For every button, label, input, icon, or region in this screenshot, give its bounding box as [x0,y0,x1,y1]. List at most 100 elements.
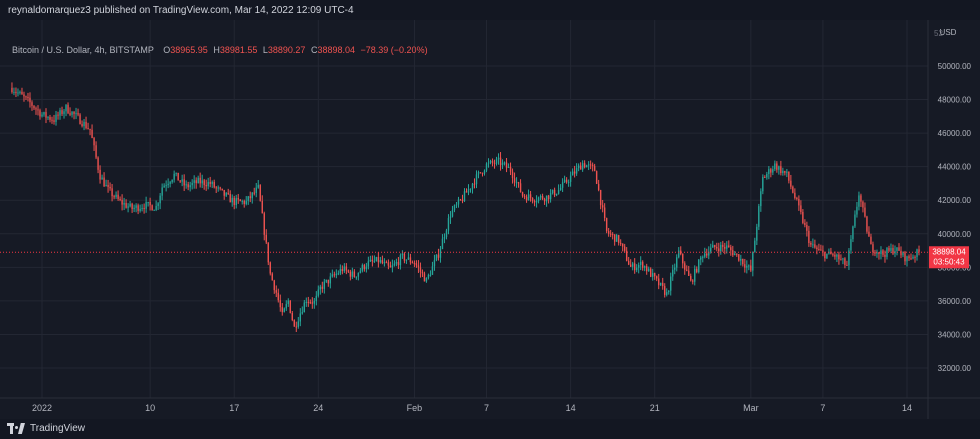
candle-body [301,312,304,314]
candle-body [285,304,287,309]
candle-body [13,91,15,93]
candle-body [311,302,314,304]
candle-body [69,113,71,115]
candle-body [183,179,185,186]
candle-body [115,194,117,197]
candle-body [191,182,193,186]
candle-body [491,160,494,163]
candle-body [904,252,906,262]
candle-body [393,263,396,266]
price-tick-label: 48000.00 [938,96,972,105]
candle-body [361,265,364,271]
candle-body [656,276,658,279]
candle-body [269,262,271,274]
candle-body [263,213,265,235]
candle-body [277,292,279,301]
time-tick-label: 17 [229,403,239,413]
candle-body [313,300,316,304]
candle-body [768,169,770,174]
candle-body [477,172,480,175]
candlestick-chart[interactable]: 32000.0034000.0036000.0038000.0040000.00… [0,20,980,419]
candle-body [892,248,894,254]
time-tick-label: 14 [566,403,576,413]
candle-body [822,250,824,253]
candle-body [826,253,828,259]
candle-body [151,205,153,211]
candle-body [485,163,488,171]
candle-body [71,111,73,115]
candle-body [383,262,386,264]
candle-body [583,163,586,168]
candle-body [73,111,75,114]
candle-body [844,258,846,265]
candle-body [820,249,822,251]
candle-body [565,179,568,183]
candle-body [195,180,197,184]
candle-body [798,198,800,206]
candle-body [738,254,740,261]
candle-body [273,280,275,291]
grid [0,20,980,419]
candle-body [167,183,169,186]
candle-body [784,170,786,173]
candle-body [175,172,177,174]
candle-body [577,165,580,169]
price-tick-label: 44000.00 [938,163,972,172]
candle-body [886,248,888,257]
candle-body [355,276,358,278]
candle-body [321,286,324,289]
candle-body [289,300,291,314]
candle-body [862,201,864,208]
last-price-label: 38898.04 [932,247,966,256]
candle-body [750,265,752,271]
candle-body [403,253,406,261]
candle-body [41,114,43,117]
candle-body [742,258,744,265]
candle-body [810,242,812,245]
price-tick-label: 42000.00 [938,196,972,205]
candle-body [329,276,332,284]
currency-label[interactable]: USD [940,28,957,37]
price-tick-label: 46000.00 [938,129,972,138]
candle-body [615,235,618,242]
candle-body [493,162,496,164]
candle-body [93,138,95,146]
candle-body [627,260,630,265]
candle-body [327,279,330,284]
candle-body [421,271,424,274]
candle-body [351,271,354,277]
candle-body [658,278,660,286]
candle-body [918,249,920,252]
candle-body [631,263,634,267]
candle-body [453,205,456,211]
candle-body [537,197,540,201]
symbol-name: Bitcoin / U.S. Dollar, 4h, BITSTAMP [12,45,154,55]
candle-body [609,233,612,235]
candle-body [585,165,588,168]
candle-body [696,268,698,273]
candle-body [185,184,187,186]
candle-body [215,187,217,189]
candle-body [407,257,410,260]
candle-body [283,308,285,313]
chart-area[interactable]: 32000.0034000.0036000.0038000.0040000.00… [0,20,980,419]
tradingview-logo[interactable]: TradingView [7,423,85,434]
candle-body [818,248,820,250]
candle-body [77,113,79,115]
tradingview-logo-icon [7,423,25,434]
candle-body [870,236,872,245]
candle-body [736,253,738,255]
time-axis[interactable]: 2022 10 17 24 Feb 7 14 21 Mar 7 14 [32,403,912,413]
candle-body [752,252,754,271]
candle-body [323,281,326,289]
candle-body [333,274,336,276]
close-value: 38898.04 [317,45,355,55]
candle-body [571,171,574,176]
candle-body [515,182,518,184]
candle-body [535,200,538,203]
candle-body [413,262,416,264]
candle-body [401,253,404,256]
candle-body [37,109,39,111]
candle-body [199,177,201,184]
candle-body [145,202,147,209]
